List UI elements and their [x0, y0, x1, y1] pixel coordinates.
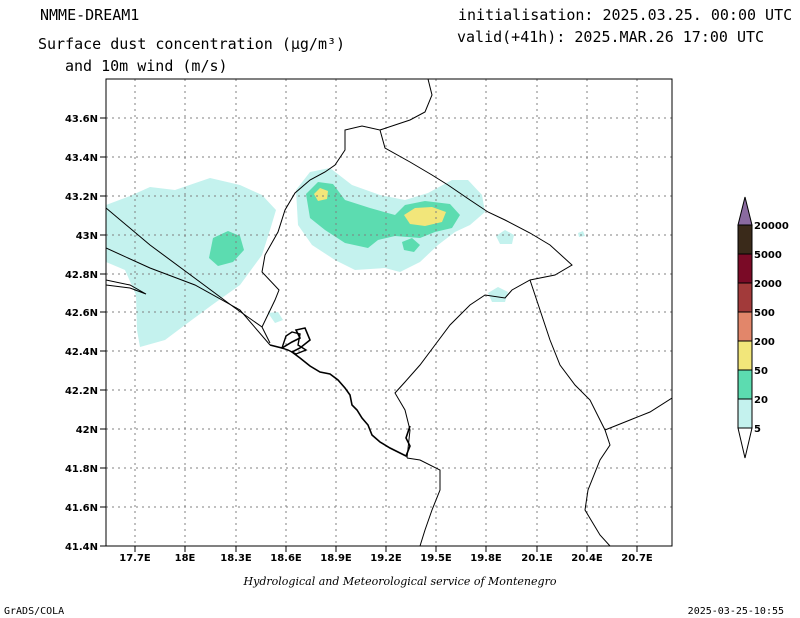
legend-arrow-top — [737, 196, 753, 226]
graticule — [106, 79, 672, 546]
border-bih-east — [261, 125, 573, 459]
legend-label: 200 — [754, 337, 775, 348]
coastline-cro — [106, 247, 271, 346]
lon-label: 20.1E — [521, 553, 553, 564]
legend-label: 20000 — [754, 221, 789, 232]
lat-label: 41.6N — [65, 503, 98, 514]
border-kos — [529, 279, 611, 546]
lat-label: 43N — [76, 231, 98, 242]
axis-ticks — [100, 117, 638, 552]
color-legend — [737, 196, 753, 459]
lat-labels: 43.6N 43.4N 43.2N 43N 42.8N 42.6N 42.4N … — [65, 114, 98, 553]
lat-label: 41.4N — [65, 542, 98, 553]
legend-swatch — [737, 311, 753, 342]
legend-swatch — [737, 398, 753, 429]
dust-area-high-1 — [314, 188, 328, 201]
legend-label: 5000 — [754, 250, 782, 261]
dust-area-mid-central — [306, 182, 460, 248]
dust-area-low-east3 — [578, 231, 585, 237]
legend-swatch — [737, 369, 753, 400]
lat-label: 41.8N — [65, 464, 98, 475]
dust-area-low-west — [106, 178, 276, 347]
legend-label: 5 — [754, 424, 761, 435]
dust-area-low-coast — [268, 312, 283, 323]
dust-field — [106, 168, 585, 347]
coast-bay — [281, 331, 308, 355]
dust-area-mid-blob — [402, 238, 420, 252]
legend-swatch — [737, 282, 753, 313]
model-name: NMME-DREAM1 — [40, 6, 140, 24]
legend-labels: 20000 5000 2000 500 200 50 20 5 — [754, 221, 789, 435]
lat-label: 42.4N — [65, 347, 98, 358]
dust-area-low-east1 — [496, 230, 514, 244]
legend-swatch — [737, 224, 753, 255]
lat-label: 43.6N — [65, 114, 98, 125]
lat-label: 42.2N — [65, 386, 98, 397]
border-bih-cro — [106, 207, 271, 344]
lon-label: 18.9E — [320, 553, 352, 564]
lat-label: 42.8N — [65, 270, 98, 281]
lon-label: 18.3E — [220, 553, 252, 564]
legend-swatch — [737, 253, 753, 284]
dust-area-low-east2 — [488, 287, 508, 302]
lon-label: 20.7E — [621, 553, 653, 564]
lat-label: 43.4N — [65, 153, 98, 164]
legend-label: 20 — [754, 395, 768, 406]
valid-time: valid(+41h): 2025.MAR.26 17:00 UTC — [457, 28, 765, 46]
country-borders — [106, 79, 672, 546]
border-mkd — [604, 397, 672, 431]
lon-label: 19.5E — [420, 553, 452, 564]
lat-label: 42N — [76, 425, 98, 436]
lon-label: 20.4E — [571, 553, 603, 564]
chart-title-line1: Surface dust concentration (µg/m³) — [38, 35, 346, 53]
legend-label: 2000 — [754, 279, 782, 290]
lat-label: 43.2N — [65, 192, 98, 203]
lon-labels: 17.7E 18E 18.3E 18.6E 18.9E 19.2E 19.5E … — [119, 553, 653, 564]
legend-arrow-bottom — [737, 427, 753, 459]
coast-peljesac — [106, 279, 147, 295]
lon-label: 18E — [175, 553, 196, 564]
border-alb — [406, 457, 441, 546]
coastline-mne — [269, 327, 411, 458]
legend-swatch — [737, 340, 753, 371]
lon-label: 18.6E — [270, 553, 302, 564]
lon-label: 19.8E — [470, 553, 502, 564]
credit-text: Hydrological and Meteorological service … — [243, 575, 557, 588]
lon-label: 19.2E — [370, 553, 402, 564]
software-label: GrADS/COLA — [4, 606, 64, 617]
dust-area-mid-west — [209, 231, 244, 266]
legend-label: 50 — [754, 366, 768, 377]
chart-title-line2: and 10m wind (m/s) — [65, 57, 228, 75]
lon-label: 17.7E — [119, 553, 151, 564]
init-time: initialisation: 2025.03.25. 00:00 UTC — [458, 6, 793, 24]
lat-label: 42.6N — [65, 308, 98, 319]
timestamp-label: 2025-03-25-10:55 — [688, 606, 784, 617]
border-srb — [379, 79, 433, 131]
legend-label: 500 — [754, 308, 775, 319]
